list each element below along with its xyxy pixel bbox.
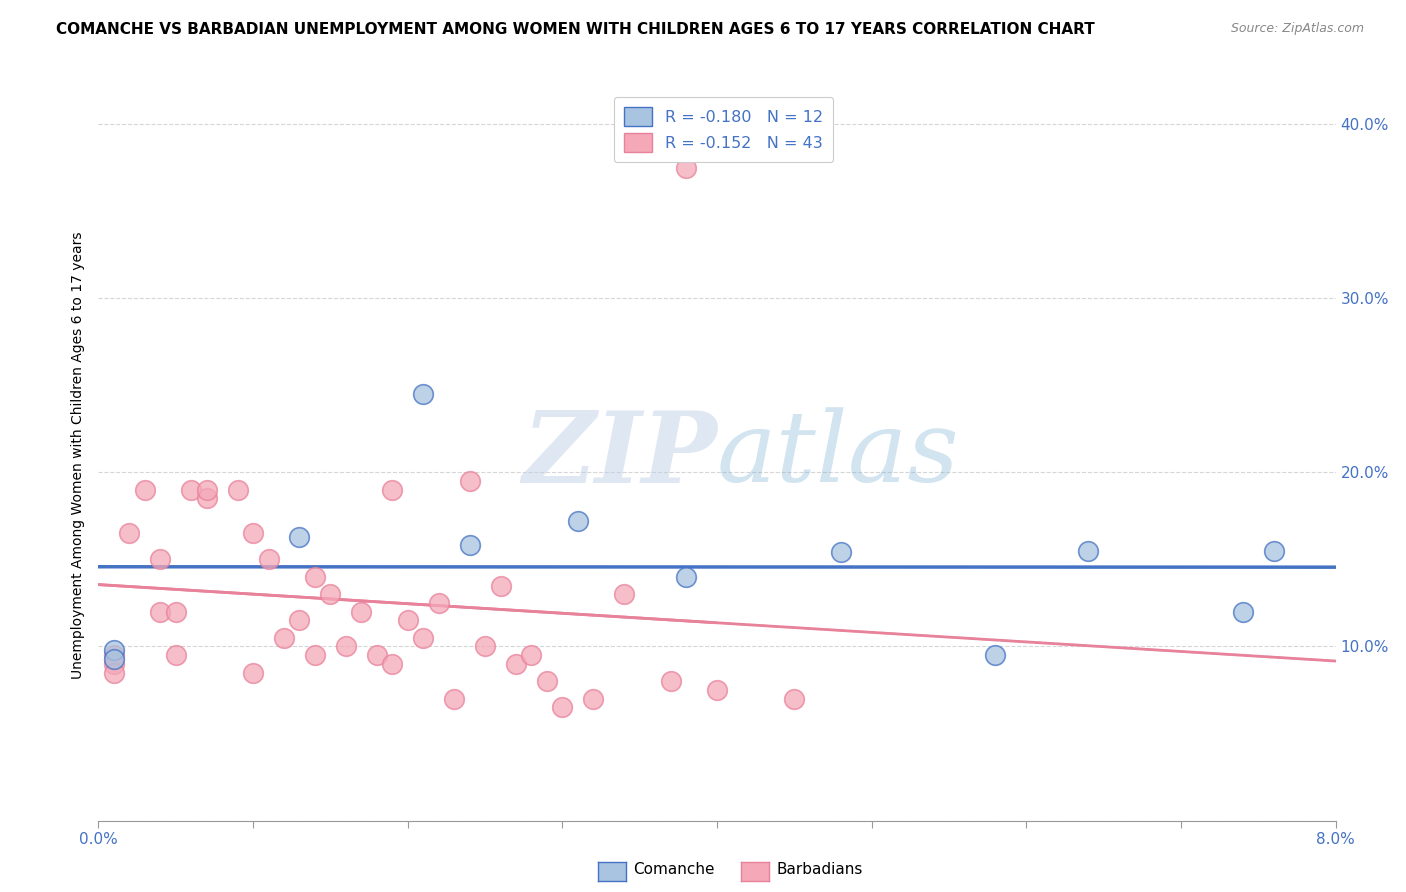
Point bbox=[195, 483, 218, 497]
Point bbox=[149, 552, 172, 566]
Point bbox=[551, 700, 574, 714]
Point bbox=[103, 651, 125, 665]
Point bbox=[118, 526, 141, 541]
Y-axis label: Unemployment Among Women with Children Ages 6 to 17 years: Unemployment Among Women with Children A… bbox=[72, 231, 86, 679]
Point bbox=[675, 570, 697, 584]
Point bbox=[242, 665, 264, 680]
Point bbox=[319, 587, 342, 601]
Point bbox=[489, 578, 512, 592]
Point bbox=[1232, 605, 1254, 619]
Point bbox=[381, 657, 404, 671]
Point bbox=[412, 387, 434, 401]
Point bbox=[195, 491, 218, 506]
Point bbox=[242, 526, 264, 541]
Point bbox=[830, 545, 852, 559]
Point bbox=[1077, 543, 1099, 558]
Point bbox=[103, 657, 125, 671]
Point bbox=[706, 683, 728, 698]
Point bbox=[613, 587, 636, 601]
Point bbox=[783, 691, 806, 706]
Point bbox=[288, 530, 311, 544]
Point bbox=[226, 483, 249, 497]
Point bbox=[381, 483, 404, 497]
Point bbox=[366, 648, 388, 663]
Point bbox=[149, 605, 172, 619]
Point bbox=[103, 665, 125, 680]
Point bbox=[659, 674, 682, 689]
Point bbox=[458, 474, 481, 488]
Point bbox=[474, 640, 496, 654]
Point bbox=[103, 648, 125, 663]
Point bbox=[412, 631, 434, 645]
Point bbox=[582, 691, 605, 706]
Text: Barbadians: Barbadians bbox=[776, 863, 862, 877]
Text: COMANCHE VS BARBADIAN UNEMPLOYMENT AMONG WOMEN WITH CHILDREN AGES 6 TO 17 YEARS : COMANCHE VS BARBADIAN UNEMPLOYMENT AMONG… bbox=[56, 22, 1095, 37]
Point bbox=[103, 643, 125, 657]
Point bbox=[443, 691, 465, 706]
Point bbox=[134, 483, 156, 497]
Point bbox=[335, 640, 357, 654]
Point bbox=[304, 570, 326, 584]
Point bbox=[520, 648, 543, 663]
Point bbox=[675, 161, 697, 175]
Point bbox=[288, 613, 311, 627]
Point bbox=[458, 539, 481, 553]
Point bbox=[567, 514, 589, 528]
Point bbox=[536, 674, 558, 689]
Text: Source: ZipAtlas.com: Source: ZipAtlas.com bbox=[1230, 22, 1364, 36]
Point bbox=[1263, 543, 1285, 558]
Point bbox=[505, 657, 527, 671]
Legend: R = -0.180   N = 12, R = -0.152   N = 43: R = -0.180 N = 12, R = -0.152 N = 43 bbox=[614, 97, 832, 161]
Text: ZIP: ZIP bbox=[522, 407, 717, 503]
Point bbox=[165, 648, 187, 663]
Point bbox=[180, 483, 202, 497]
Text: Comanche: Comanche bbox=[633, 863, 714, 877]
Point bbox=[427, 596, 450, 610]
Point bbox=[984, 648, 1007, 663]
Point bbox=[273, 631, 295, 645]
Text: atlas: atlas bbox=[717, 408, 960, 502]
Point bbox=[304, 648, 326, 663]
Point bbox=[396, 613, 419, 627]
Point bbox=[257, 552, 280, 566]
Point bbox=[165, 605, 187, 619]
Point bbox=[350, 605, 373, 619]
